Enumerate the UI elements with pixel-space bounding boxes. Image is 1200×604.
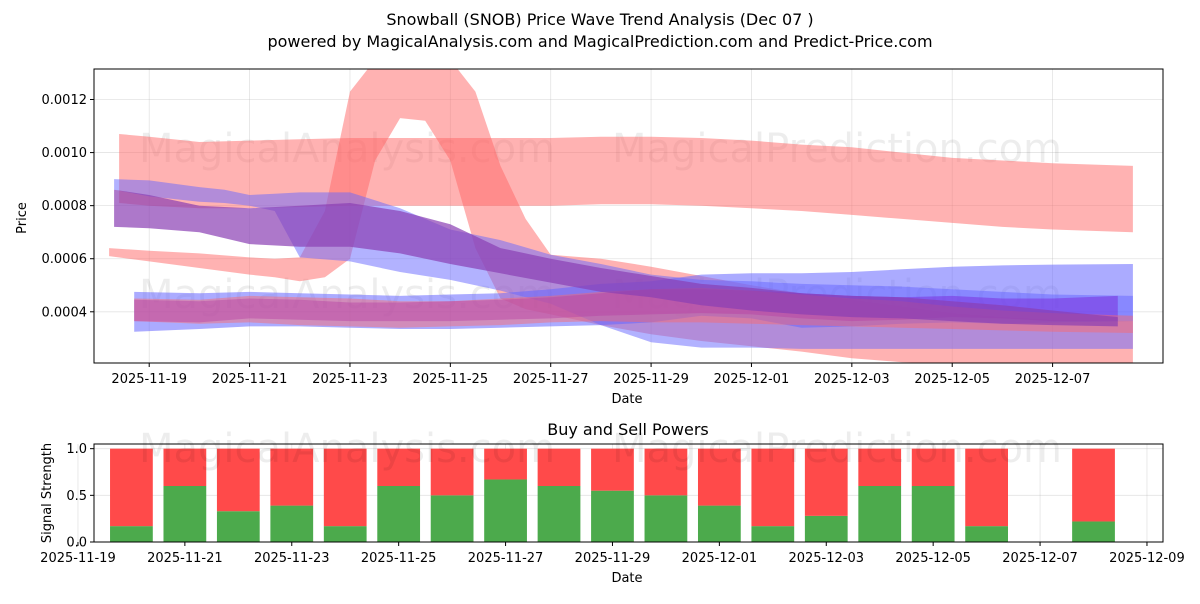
sell-bar [323, 448, 367, 527]
buy-bar [965, 526, 1008, 542]
x-tick-label: 2025-12-09 [1109, 551, 1185, 566]
sell-bar [163, 448, 207, 486]
buy-bar [591, 490, 634, 542]
buy-bar [163, 486, 207, 542]
wave-band-5 [134, 287, 1133, 333]
x-tick-label: 2025-12-07 [1015, 372, 1091, 387]
sell-bar [591, 448, 634, 491]
sell-bar [1072, 448, 1115, 522]
price-axis-ticks: 2025-11-19 2025-11-21 2025-11-23 2025-11-25… [42, 93, 1091, 387]
buy-bar [751, 526, 795, 542]
x-tick-label: 2025-11-29 [613, 372, 689, 387]
x-tick-label: 2025-12-03 [814, 372, 890, 387]
sell-bar [270, 448, 314, 506]
x-tick-label: 2025-11-25 [413, 372, 489, 387]
sell-bar [751, 448, 795, 527]
buy-bar [430, 495, 474, 542]
bars-axis-ticks: 2025-11-19 2025-11-21 2025-11-23 2025-11-25… [40, 442, 1185, 566]
x-tick-label: 2025-11-23 [254, 551, 330, 566]
x-tick-label: 2025-12-05 [914, 372, 990, 387]
sell-bar [644, 448, 688, 496]
price-x-axis-label: Date [611, 392, 642, 407]
price-plot-frame [93, 68, 1164, 364]
y-tick-label: 0.5 [66, 489, 87, 504]
price-y-axis-label: Price [15, 202, 30, 234]
buy-bar [484, 479, 527, 542]
chart-subtitle: powered by MagicalAnalysis.com and Magic… [267, 32, 932, 51]
x-tick-label: 2025-11-27 [468, 551, 544, 566]
x-tick-label: 2025-12-03 [788, 551, 864, 566]
y-tick-label: 0.0012 [42, 93, 88, 108]
watermark-prediction: MagicalPrediction.com [612, 426, 1062, 472]
wave-band-1 [109, 69, 1133, 363]
buy-bar [858, 486, 902, 542]
buy-bar [270, 505, 314, 542]
buy-bar [1072, 521, 1115, 542]
buy-bar [377, 486, 421, 542]
price-wave-series [109, 69, 1133, 363]
x-tick-label: 2025-11-21 [212, 372, 288, 387]
x-tick-label: 2025-11-19 [111, 372, 187, 387]
buy-bar [697, 505, 741, 542]
x-tick-label: 2025-11-23 [312, 372, 388, 387]
bars-watermarks: MagicalAnalysis.com MagicalPrediction.co… [139, 426, 1062, 472]
sell-bar [484, 448, 527, 480]
x-tick-label: 2025-12-05 [895, 551, 971, 566]
y-tick-label: 0.0008 [42, 199, 88, 214]
bars-plot-frame [93, 443, 1164, 543]
buy-bar [110, 526, 153, 542]
sell-bar [804, 448, 848, 516]
y-tick-label: 0.0006 [42, 252, 88, 267]
buy-bar [537, 486, 581, 542]
x-tick-label: 2025-11-27 [513, 372, 589, 387]
sell-bar [377, 448, 421, 486]
y-tick-label: 0.0004 [42, 305, 88, 320]
y-tick-label: 0.0 [66, 536, 87, 551]
sell-bar [537, 448, 581, 486]
x-tick-label: 2025-11-21 [147, 551, 223, 566]
bars-x-axis-label: Date [611, 571, 642, 586]
y-tick-label: 1.0 [66, 442, 87, 457]
sell-bar [216, 448, 260, 512]
buy-bar [323, 526, 367, 542]
x-tick-label: 2025-11-29 [575, 551, 651, 566]
sell-bar [430, 448, 474, 496]
x-tick-label: 2025-12-01 [714, 372, 790, 387]
sell-bar [911, 448, 955, 486]
bars-title: Buy and Sell Powers [547, 420, 709, 439]
sell-bar [110, 448, 153, 527]
buy-sell-bars [110, 448, 1115, 542]
buy-bar [216, 511, 260, 542]
x-tick-label: 2025-11-25 [361, 551, 437, 566]
y-tick-label: 0.0010 [42, 146, 88, 161]
sell-bar [965, 448, 1008, 527]
x-tick-label: 2025-12-01 [682, 551, 758, 566]
buy-bar [644, 495, 688, 542]
x-tick-label: 2025-11-19 [40, 551, 116, 566]
x-tick-label: 2025-12-07 [1002, 551, 1078, 566]
chart-title: Snowball (SNOB) Price Wave Trend Analysi… [386, 10, 813, 29]
sell-bar [858, 448, 902, 486]
sell-bar [697, 448, 741, 506]
buy-bar [911, 486, 955, 542]
bars-y-axis-label: Signal Strength [40, 443, 55, 543]
wave-band-6 [114, 189, 1118, 327]
buy-bar [804, 515, 848, 542]
watermark-analysis: MagicalAnalysis.com [139, 426, 555, 472]
